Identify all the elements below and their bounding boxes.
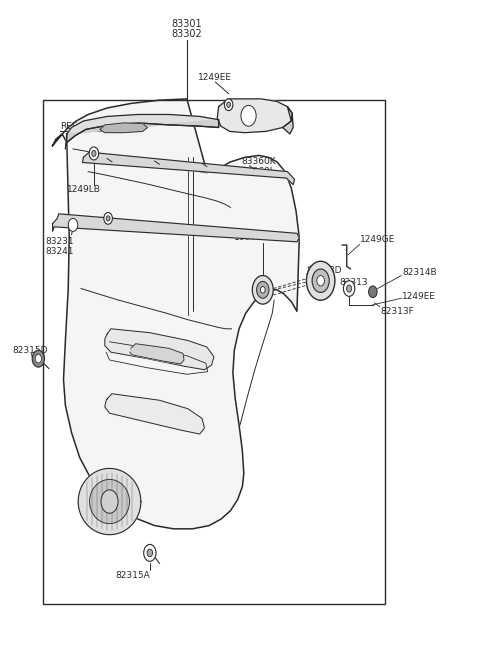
Circle shape: [144, 544, 156, 561]
Polygon shape: [90, 479, 130, 523]
Circle shape: [224, 99, 233, 111]
Text: 82314B: 82314B: [402, 268, 437, 277]
Circle shape: [261, 287, 265, 293]
Text: 1249EE: 1249EE: [402, 292, 436, 301]
Polygon shape: [78, 468, 141, 534]
Polygon shape: [105, 394, 204, 434]
Circle shape: [306, 261, 335, 300]
Text: 82315D: 82315D: [12, 346, 48, 355]
Text: 83360L: 83360L: [241, 167, 275, 176]
Polygon shape: [217, 99, 292, 133]
Text: REF.91-935: REF.91-935: [60, 122, 110, 130]
Circle shape: [347, 285, 352, 292]
Polygon shape: [65, 115, 219, 149]
Circle shape: [257, 282, 269, 298]
Polygon shape: [53, 214, 300, 242]
Text: 83302: 83302: [171, 29, 202, 39]
Text: 82313F: 82313F: [380, 307, 414, 316]
Text: 83360K: 83360K: [241, 157, 276, 166]
Polygon shape: [283, 107, 293, 134]
Circle shape: [106, 215, 110, 221]
Text: 83301: 83301: [171, 18, 202, 29]
Circle shape: [227, 102, 230, 107]
Polygon shape: [53, 99, 300, 529]
Text: 1249GE: 1249GE: [360, 235, 395, 244]
Circle shape: [35, 354, 41, 363]
Circle shape: [101, 490, 118, 514]
Text: 1249EE: 1249EE: [198, 73, 232, 82]
Circle shape: [252, 276, 273, 304]
Bar: [43, 100, 384, 603]
Circle shape: [317, 276, 324, 286]
Polygon shape: [83, 152, 295, 185]
Polygon shape: [105, 329, 214, 369]
Text: 82318D: 82318D: [306, 266, 342, 275]
Text: 82313: 82313: [340, 278, 368, 286]
Circle shape: [343, 281, 355, 296]
Text: 1018AD: 1018AD: [234, 233, 270, 242]
Text: 83231: 83231: [46, 237, 74, 246]
Circle shape: [68, 218, 78, 231]
Circle shape: [89, 147, 98, 160]
Circle shape: [32, 350, 45, 367]
Text: 83241: 83241: [46, 247, 74, 256]
Text: 1249LB: 1249LB: [68, 185, 101, 195]
Polygon shape: [100, 123, 147, 133]
Circle shape: [369, 286, 377, 297]
Polygon shape: [67, 120, 219, 142]
Circle shape: [92, 151, 96, 157]
Text: 82315A: 82315A: [116, 571, 151, 580]
Circle shape: [312, 269, 329, 292]
Circle shape: [241, 105, 256, 126]
Circle shape: [147, 549, 153, 557]
Circle shape: [104, 213, 112, 224]
Polygon shape: [130, 344, 184, 364]
